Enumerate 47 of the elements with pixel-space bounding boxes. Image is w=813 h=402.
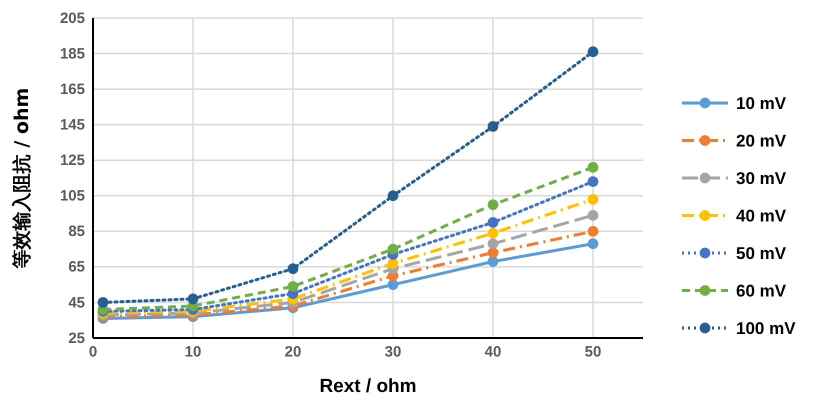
point	[588, 162, 598, 173]
x-tick-label: 10	[184, 344, 202, 361]
y-axis-title: 等效输入阻抗 / ohm	[11, 88, 33, 270]
x-axis-title: Rext / ohm	[319, 376, 417, 397]
point	[488, 238, 498, 250]
point	[388, 258, 398, 269]
legend-label: 100 mV	[736, 319, 796, 338]
point	[388, 244, 398, 254]
point	[588, 176, 598, 187]
point	[488, 199, 498, 210]
y-tick-label: 85	[68, 223, 85, 240]
x-tick-label: 50	[584, 344, 602, 361]
point	[288, 281, 298, 292]
point	[98, 297, 108, 308]
y-tick-label: 185	[60, 45, 85, 62]
x-tick-label: 0	[88, 344, 98, 361]
y-tick-label: 145	[60, 116, 85, 134]
legend-label: 50 mV	[736, 244, 787, 263]
point	[488, 247, 498, 258]
legend-label: 20 mV	[736, 132, 787, 150]
y-tick-label: 45	[68, 294, 85, 312]
point	[588, 194, 598, 205]
x-tick-label: 20	[284, 344, 302, 361]
point	[388, 279, 398, 290]
point	[588, 46, 598, 58]
x-tick-label: 40	[484, 344, 502, 361]
point	[188, 294, 198, 304]
y-tick-label: 25	[68, 330, 85, 347]
point	[488, 121, 498, 132]
y-tick-label: 165	[60, 80, 85, 98]
point	[388, 190, 398, 202]
y-tick-label: 125	[60, 152, 85, 170]
point	[288, 263, 298, 274]
point	[588, 238, 598, 250]
point	[488, 228, 498, 238]
y-tick-label: 105	[60, 188, 85, 205]
point	[488, 217, 498, 228]
y-tick-label: 65	[68, 258, 85, 276]
point	[488, 256, 498, 267]
x-tick-label: 30	[384, 344, 402, 361]
legend-label: 60 mV	[736, 282, 787, 300]
point	[588, 210, 598, 221]
legend-label: 40 mV	[736, 206, 787, 226]
legend-label: 10 mV	[736, 94, 787, 113]
y-tick-label: 205	[60, 10, 85, 27]
legend-label: 30 mV	[736, 169, 787, 188]
point	[588, 226, 598, 237]
